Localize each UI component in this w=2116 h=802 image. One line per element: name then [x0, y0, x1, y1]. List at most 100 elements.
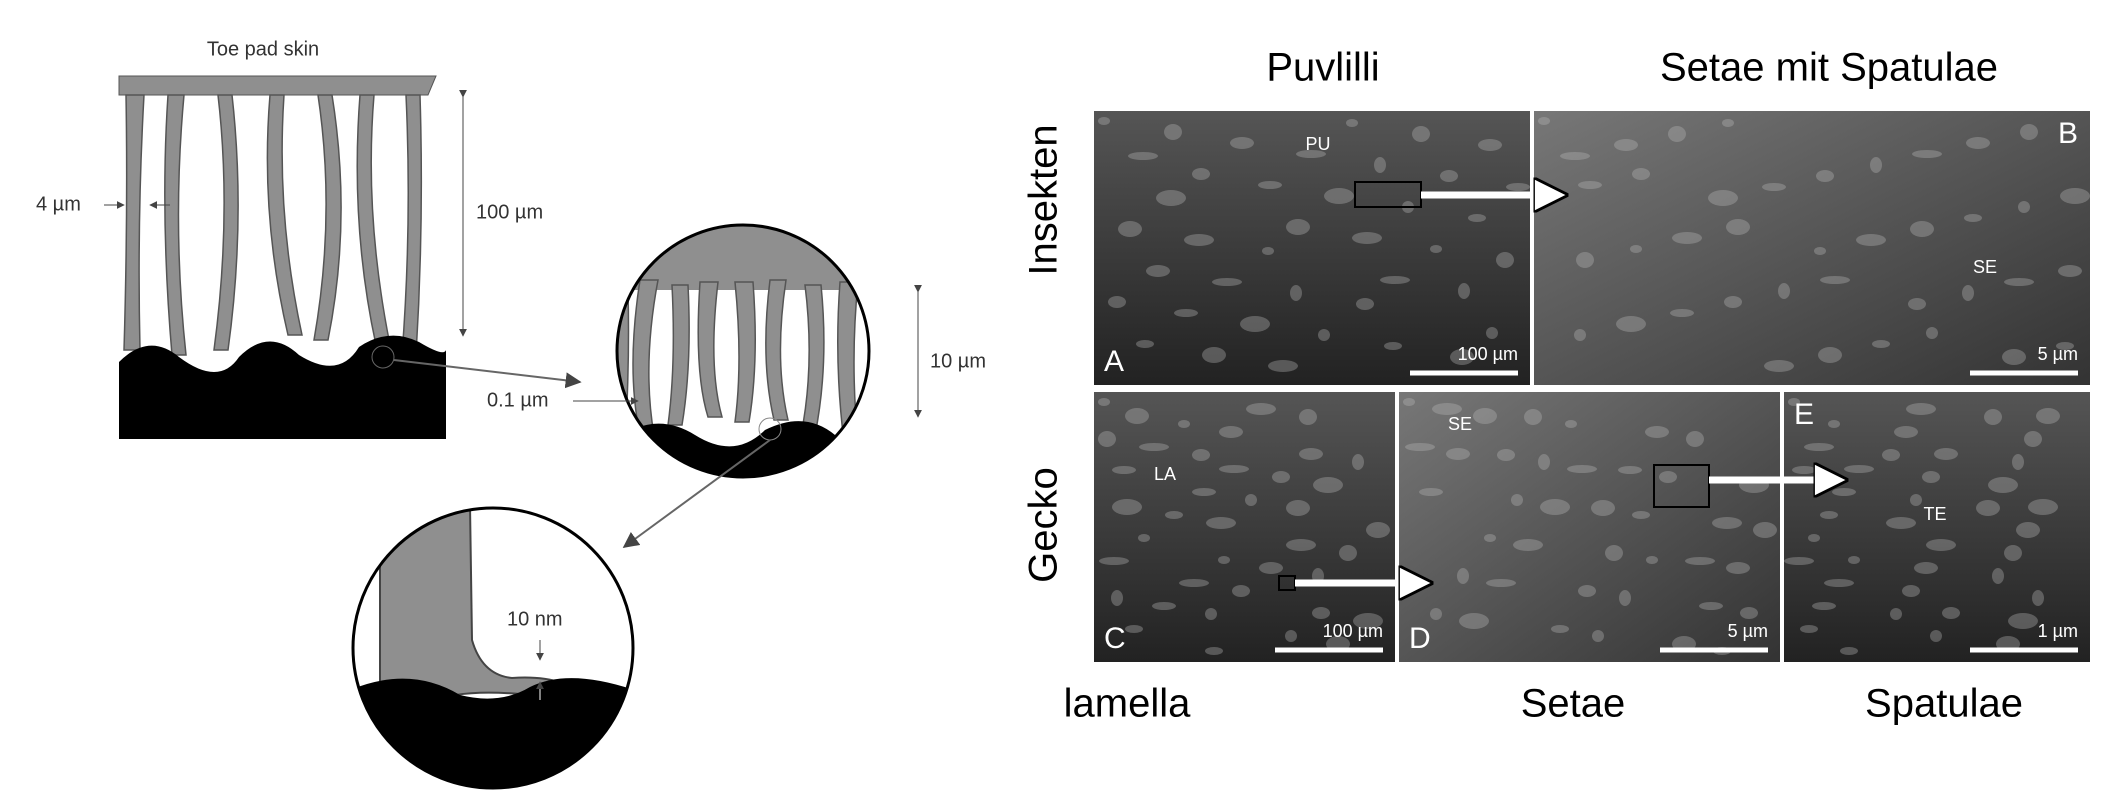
texture — [1098, 431, 1116, 447]
texture — [1902, 585, 1920, 597]
texture — [1352, 454, 1364, 470]
texture — [1245, 494, 1257, 506]
column-header: Setae mit Spatulae — [1660, 46, 1998, 90]
texture — [1268, 360, 1298, 372]
texture — [1352, 232, 1382, 244]
zoom1 — [617, 225, 869, 477]
texture — [2058, 265, 2082, 277]
texture — [1832, 488, 1856, 496]
texture — [1112, 499, 1142, 515]
scale-bar-label: 100 µm — [1323, 621, 1383, 641]
texture — [1450, 349, 1474, 365]
texture — [1630, 245, 1642, 253]
sem-panel: A PU 100 µm — [1094, 111, 1530, 385]
texture — [1592, 630, 1604, 642]
texture — [1538, 117, 1550, 125]
texture — [1578, 181, 1602, 189]
texture — [1922, 471, 1940, 483]
panel-annotation: SE — [1448, 414, 1472, 434]
zoom-marker — [371, 345, 395, 369]
texture — [2008, 613, 2038, 629]
scale-bar-label: 5 µm — [2038, 344, 2078, 364]
texture — [1366, 522, 1390, 538]
texture — [2028, 499, 2058, 515]
texture — [1108, 296, 1126, 308]
texture — [1478, 139, 1502, 151]
texture — [1699, 602, 1723, 610]
texture — [2032, 590, 2044, 606]
texture — [1870, 157, 1882, 173]
texture — [1926, 327, 1938, 339]
texture — [1374, 157, 1386, 173]
texture — [1099, 557, 1129, 565]
panel-annotation: SE — [1973, 257, 1997, 277]
texture — [1286, 500, 1310, 516]
texture — [1262, 247, 1274, 255]
texture — [1856, 234, 1886, 246]
panel-letter: A — [1104, 345, 1124, 378]
texture — [1578, 585, 1596, 597]
panel-image — [1399, 392, 1780, 662]
texture — [1645, 426, 1669, 438]
texture — [1312, 607, 1330, 619]
texture — [1567, 465, 1597, 473]
texture — [1446, 448, 1470, 460]
texture — [1605, 545, 1623, 561]
texture — [1246, 403, 1276, 415]
texture — [1205, 608, 1217, 620]
texture — [1962, 285, 1974, 301]
diagram-title: Toe pad skin — [207, 38, 319, 60]
texture — [1459, 613, 1489, 629]
sem-figure: Puvlilli Setae mit Spatulae Insekten Gecko l… — [1022, 46, 2090, 726]
texture — [1538, 454, 1550, 470]
texture — [1976, 500, 2000, 516]
texture — [1784, 557, 1814, 565]
texture — [2056, 342, 2074, 350]
texture — [1285, 630, 1297, 642]
texture — [1828, 420, 1840, 428]
texture — [1403, 398, 1415, 406]
texture — [1670, 309, 1694, 317]
pillars — [123, 94, 423, 356]
sem-panel: D SE 5 µm — [1399, 392, 1780, 662]
texture — [1339, 545, 1357, 561]
texture — [1808, 534, 1820, 542]
texture — [1511, 494, 1523, 506]
texture — [1219, 426, 1243, 438]
row-label: Gecko — [1022, 467, 1066, 583]
texture — [1506, 183, 1530, 191]
texture — [1908, 298, 1926, 310]
texture — [1098, 117, 1110, 125]
texture — [1286, 539, 1316, 551]
texture — [1964, 214, 1982, 222]
texture — [1992, 568, 2004, 584]
texture — [1484, 534, 1496, 542]
texture — [1632, 168, 1650, 180]
texture — [2002, 349, 2026, 365]
panel-annotation: LA — [1154, 464, 1176, 484]
texture — [1112, 466, 1136, 474]
texture — [1259, 562, 1283, 574]
texture — [1206, 517, 1236, 529]
zoom-line — [393, 359, 582, 389]
texture — [1686, 431, 1704, 447]
toe-pad-diagram: Toe pad skin 100 µm 4 µm — [36, 38, 986, 790]
texture — [2020, 124, 2038, 140]
texture — [1886, 517, 1916, 529]
texture — [1318, 329, 1330, 341]
skin-layer — [118, 75, 437, 96]
texture — [1098, 398, 1110, 406]
zoom-line — [622, 439, 771, 548]
scale-bar-label: 1 µm — [2038, 621, 2078, 641]
texture — [1814, 247, 1826, 255]
texture — [1286, 219, 1310, 235]
texture — [1844, 465, 1874, 473]
texture — [1820, 276, 1850, 284]
gap-label: 10 nm — [507, 608, 563, 630]
texture — [1894, 426, 1918, 438]
texture — [1440, 170, 1458, 182]
texture — [1179, 579, 1209, 587]
texture — [1764, 360, 1794, 372]
texture — [1668, 126, 1686, 142]
texture — [2004, 278, 2034, 286]
